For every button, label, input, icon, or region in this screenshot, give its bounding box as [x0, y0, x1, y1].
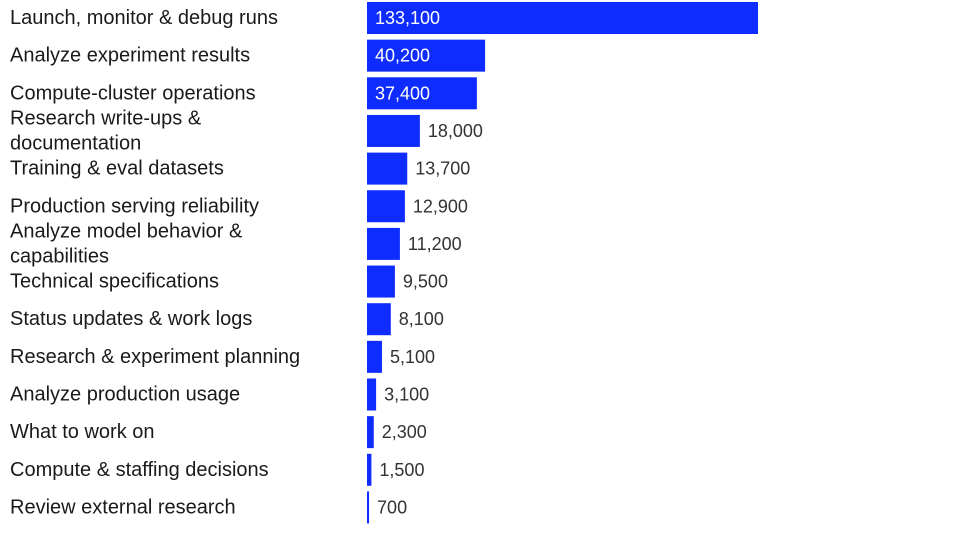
bar — [367, 491, 370, 524]
category-label-line: Production serving reliability — [10, 195, 259, 217]
bars-group: 133,100 40,200 37,400 18,000 13,700 12,900 11,… — [367, 2, 758, 524]
bar-value-label: 13,700 — [415, 159, 470, 179]
bar — [367, 190, 405, 223]
bar-value-label: 40,200 — [375, 46, 430, 66]
category-label-line: Research & experiment planning — [10, 346, 300, 368]
bar — [367, 114, 420, 147]
category-label-line: Training & eval datasets — [10, 158, 224, 180]
category-label: Analyze model behavior & capabilities — [10, 220, 243, 267]
bar-value-label: 18,000 — [428, 121, 483, 141]
category-label-line: Status updates & work logs — [10, 308, 252, 330]
bar — [367, 265, 395, 298]
category-label-line: Compute & staffing decisions — [10, 459, 269, 481]
category-label-line: What to work on — [10, 421, 155, 443]
category-label-line: documentation — [10, 132, 141, 154]
bar — [367, 453, 372, 486]
category-label: Analyze experiment results — [10, 45, 250, 67]
bar-value-label: 5,100 — [390, 347, 435, 367]
category-label-line: Analyze model behavior & — [10, 220, 243, 242]
bar — [367, 227, 400, 260]
category-label: Technical specifications — [10, 271, 219, 293]
category-label-line: Analyze experiment results — [10, 45, 250, 67]
category-label: Compute & staffing decisions — [10, 459, 269, 481]
category-label: Launch, monitor & debug runs — [10, 7, 278, 29]
bar-value-label: 2,300 — [382, 422, 427, 442]
bar — [367, 39, 486, 72]
category-label-line: Launch, monitor & debug runs — [10, 7, 278, 29]
category-label-line: capabilities — [10, 245, 109, 267]
bar — [367, 77, 477, 110]
category-label: Compute-cluster operations — [10, 82, 256, 104]
category-label: Research write-ups & documentation — [10, 107, 202, 154]
bar-value-label: 133,100 — [375, 8, 440, 28]
bar-value-label: 3,100 — [384, 385, 429, 405]
category-labels-group: Launch, monitor & debug runs Analyze expe… — [10, 7, 300, 518]
category-label-line: Technical specifications — [10, 271, 219, 293]
category-label-line: Research write-ups & — [10, 107, 202, 129]
category-label: Status updates & work logs — [10, 308, 252, 330]
category-label: Analyze production usage — [10, 384, 240, 406]
category-label: Research & experiment planning — [10, 346, 300, 368]
category-label: Production serving reliability — [10, 195, 259, 217]
bar — [367, 2, 758, 34]
category-label: Review external research — [10, 496, 236, 518]
bar — [367, 303, 391, 336]
category-label-line: Analyze production usage — [10, 384, 240, 406]
bar-value-label: 12,900 — [413, 196, 468, 216]
bar-value-label: 37,400 — [375, 83, 430, 103]
bar — [367, 416, 374, 449]
bar-value-label: 1,500 — [379, 460, 424, 480]
bar-value-label: 11,200 — [408, 234, 462, 254]
category-label: Training & eval datasets — [10, 158, 224, 180]
category-label: What to work on — [10, 421, 155, 443]
bar-value-label: 8,100 — [399, 309, 444, 329]
bar — [367, 152, 408, 185]
bar-value-label: 9,500 — [403, 272, 448, 292]
bar — [367, 340, 382, 373]
category-label-line: Review external research — [10, 496, 236, 518]
category-label-line: Compute-cluster operations — [10, 82, 256, 104]
bar — [367, 378, 377, 411]
bar-value-label: 700 — [377, 497, 407, 517]
